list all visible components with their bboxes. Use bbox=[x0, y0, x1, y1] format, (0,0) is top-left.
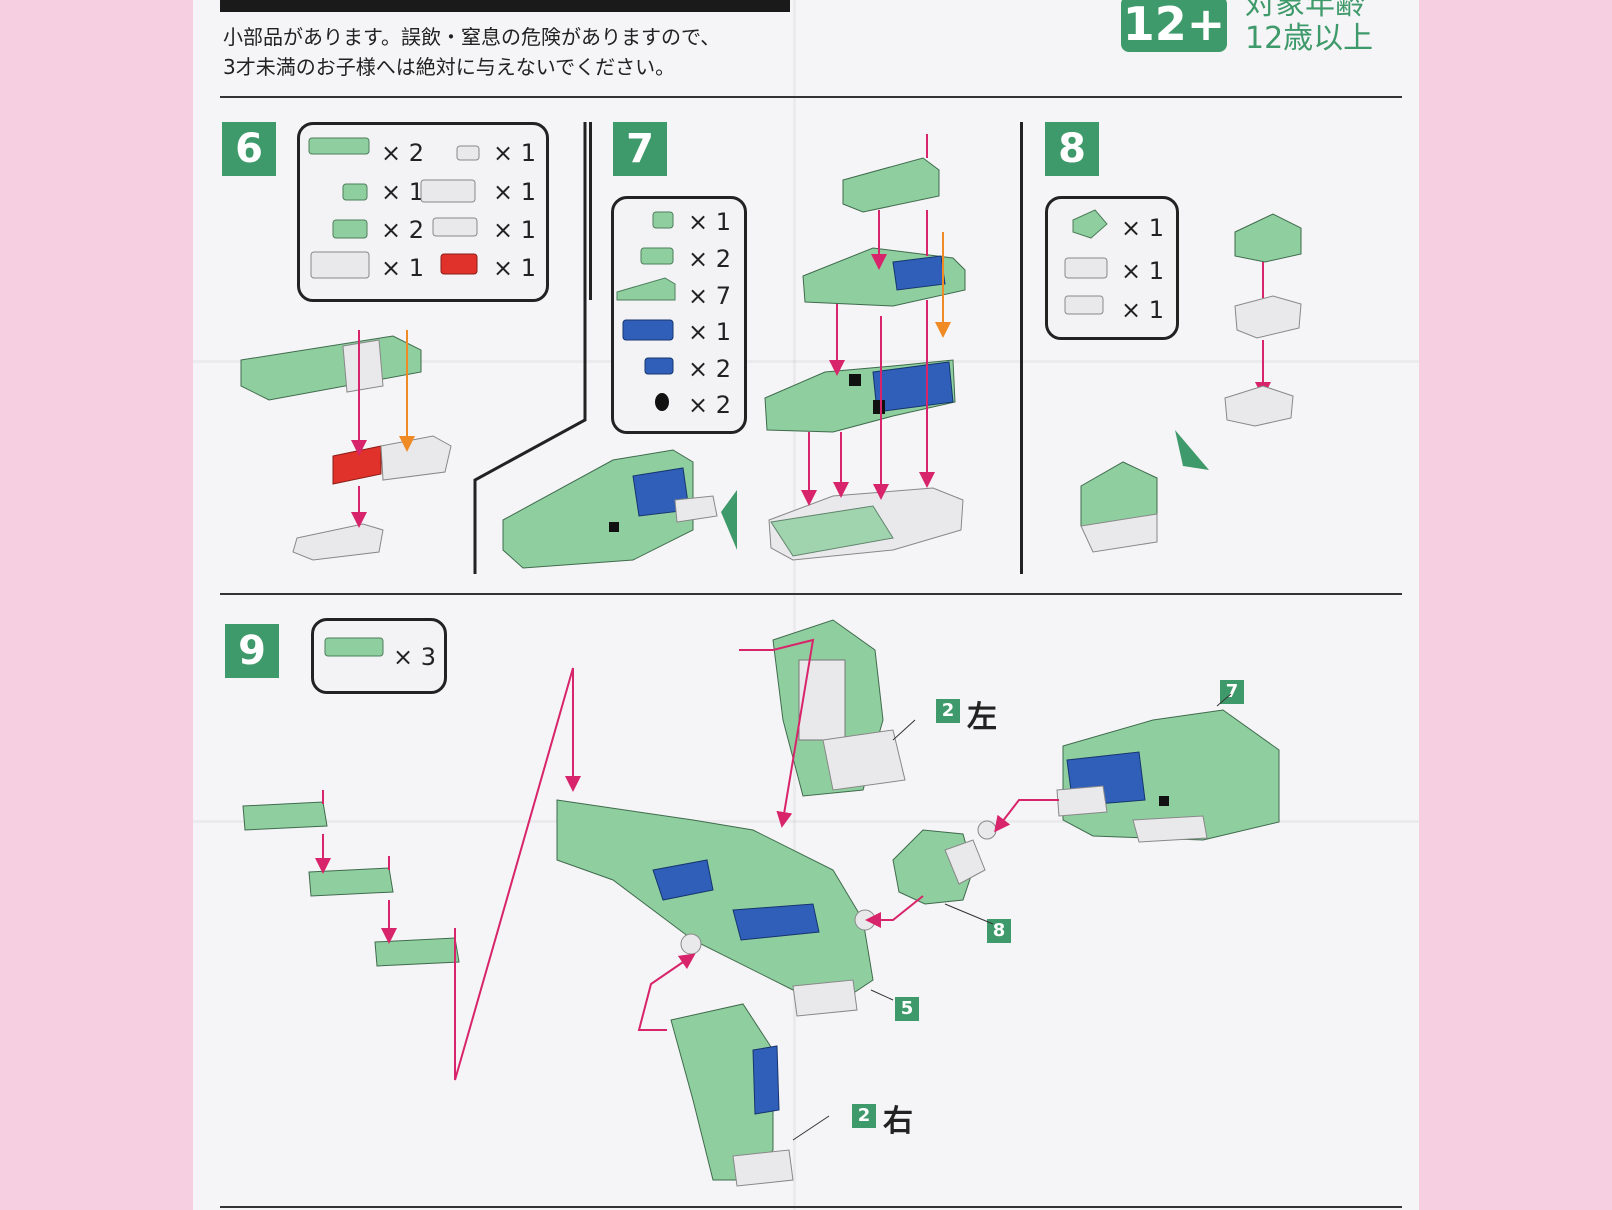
part-qty: × 1 bbox=[381, 254, 425, 282]
step-6-part-icons bbox=[308, 137, 480, 279]
divider-bottom bbox=[220, 1206, 1402, 1208]
illustrations-layer bbox=[240, 122, 1302, 1187]
fold-line bbox=[193, 820, 1419, 823]
step-7-head-result bbox=[502, 449, 737, 569]
callout-ref-neck: 8 bbox=[987, 919, 1011, 943]
divider-top bbox=[220, 96, 1402, 98]
part-qty: × 2 bbox=[688, 355, 732, 383]
step-7-number: 7 bbox=[613, 122, 667, 176]
fold-line bbox=[793, 0, 796, 1210]
part-qty: × 1 bbox=[493, 216, 537, 244]
callout-ref-right: 2 bbox=[852, 1104, 876, 1128]
step-8-illustrations bbox=[1064, 209, 1302, 553]
part-qty: × 2 bbox=[381, 139, 425, 167]
callout-label-left: 左 bbox=[967, 700, 997, 735]
age-label: 対象年齢 bbox=[1245, 0, 1365, 22]
part-qty: × 1 bbox=[1121, 296, 1165, 324]
step-9-tail-bricks bbox=[242, 667, 581, 1081]
warning-line-2: 3才未満のお子様へは絶対に与えないでください。 bbox=[223, 55, 676, 79]
divider-step7-8 bbox=[1020, 122, 1023, 574]
instruction-sheet: 小部品があります。誤飲・窒息の危険がありますので、 3才未満のお子様へは絶対に与… bbox=[193, 0, 1419, 1210]
step-7-parts-box bbox=[611, 196, 747, 434]
part-qty: × 2 bbox=[688, 391, 732, 419]
callout-label-right: 右 bbox=[883, 1104, 913, 1139]
step-6-assembly bbox=[240, 330, 452, 561]
age-value: 12歳以上 bbox=[1245, 21, 1374, 56]
part-qty: × 1 bbox=[688, 208, 732, 236]
age-text: 対象年齢 12歳以上 bbox=[1245, 0, 1373, 56]
part-qty: × 1 bbox=[381, 178, 425, 206]
step-9-left-leg bbox=[739, 619, 916, 828]
fold-line bbox=[193, 360, 1419, 363]
divider-middle bbox=[220, 593, 1402, 595]
part-qty: × 2 bbox=[381, 216, 425, 244]
step-9-part-icon bbox=[324, 637, 384, 657]
step-7-exploded bbox=[764, 134, 966, 561]
part-qty: × 3 bbox=[393, 643, 437, 671]
age-badge: 12+ bbox=[1121, 0, 1227, 52]
step-6-number: 6 bbox=[222, 122, 276, 176]
part-qty: × 7 bbox=[688, 282, 732, 310]
step-7-frame bbox=[473, 122, 587, 574]
step-8-number: 8 bbox=[1045, 122, 1099, 176]
step-9-right-leg bbox=[637, 953, 830, 1187]
divider-step6-7 bbox=[589, 122, 592, 300]
callout-ref-left: 2 bbox=[936, 699, 960, 723]
part-qty: × 1 bbox=[493, 254, 537, 282]
step-9-body bbox=[556, 799, 894, 1017]
callout-ref-body: 5 bbox=[895, 997, 919, 1021]
part-qty: × 1 bbox=[493, 139, 537, 167]
warning-text: 小部品があります。誤飲・窒息の危険がありますので、 3才未満のお子様へは絶対に与… bbox=[223, 22, 720, 82]
part-qty: × 1 bbox=[688, 318, 732, 346]
part-qty: × 1 bbox=[1121, 214, 1165, 242]
part-qty: × 1 bbox=[1121, 257, 1165, 285]
step-9-head bbox=[994, 693, 1280, 843]
warning-line-1: 小部品があります。誤飲・窒息の危険がありますので、 bbox=[223, 25, 721, 49]
part-qty: × 2 bbox=[688, 245, 732, 273]
part-qty: × 1 bbox=[493, 178, 537, 206]
step-9-neck bbox=[865, 820, 997, 928]
warning-header-bar bbox=[220, 0, 790, 12]
step-7-part-icons bbox=[616, 211, 676, 411]
step-9-number: 9 bbox=[225, 624, 279, 678]
